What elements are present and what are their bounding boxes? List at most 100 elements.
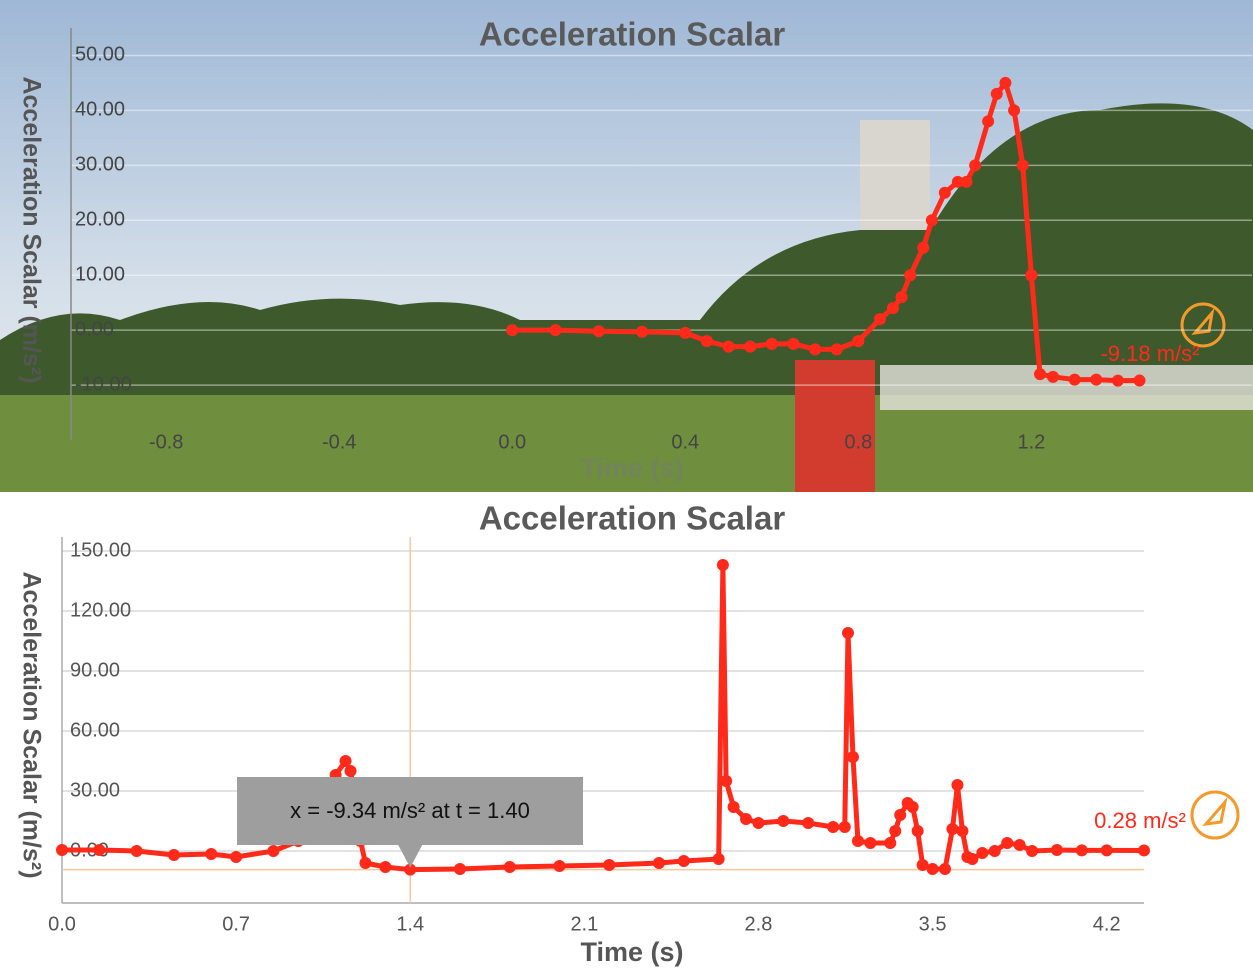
data-point <box>874 313 886 325</box>
y-tick-label: -10.00 <box>75 373 132 395</box>
data-point <box>839 821 851 833</box>
data-point <box>896 291 908 303</box>
data-point <box>999 77 1011 89</box>
data-point <box>1017 159 1029 171</box>
data-point <box>267 845 279 857</box>
data-point <box>1008 104 1020 116</box>
data-point <box>1047 371 1059 383</box>
data-point <box>1112 375 1124 387</box>
x-tick-label: -0.8 <box>149 431 183 453</box>
data-point <box>679 327 691 339</box>
x-tick-label: -0.4 <box>322 431 356 453</box>
x-tick-label: 0.4 <box>671 431 699 453</box>
y-tick-label: 30.00 <box>70 779 120 801</box>
data-point <box>802 817 814 829</box>
data-point <box>593 325 605 337</box>
data-point <box>991 88 1003 100</box>
y-tick-label: 40.00 <box>75 99 125 121</box>
data-point <box>359 857 371 869</box>
data-point <box>553 860 565 872</box>
x-tick-label: 3.5 <box>919 913 947 935</box>
data-point <box>852 835 864 847</box>
data-point <box>1090 374 1102 386</box>
data-point <box>887 302 899 314</box>
data-point <box>926 214 938 226</box>
chart-title: Acceleration Scalar <box>479 500 785 537</box>
data-point <box>717 559 729 571</box>
x-tick-label: 1.2 <box>1017 431 1045 453</box>
y-tick-label: 30.00 <box>75 154 125 176</box>
data-point <box>831 343 843 355</box>
x-tick-label: 4.2 <box>1093 913 1121 935</box>
data-point <box>904 269 916 281</box>
data-point <box>1034 368 1046 380</box>
data-point <box>1014 839 1026 851</box>
data-point <box>345 765 357 777</box>
data-point <box>946 823 958 835</box>
data-point <box>720 775 732 787</box>
data-point <box>966 853 978 865</box>
data-point <box>1076 844 1088 856</box>
data-point <box>636 326 648 338</box>
data-point <box>827 821 839 833</box>
data-point <box>1025 269 1037 281</box>
data-point <box>787 338 799 350</box>
data-point <box>982 115 994 127</box>
data-point <box>939 863 951 875</box>
page: -10.000.0010.0020.0030.0040.0050.00-0.8-… <box>0 0 1253 971</box>
y-tick-label: 50.00 <box>75 44 125 66</box>
data-point <box>93 844 105 856</box>
x-tick-label: 0.0 <box>48 913 76 935</box>
data-point <box>1069 374 1081 386</box>
data-point <box>504 861 516 873</box>
x-tick-label: 1.4 <box>396 913 424 935</box>
data-point <box>56 844 68 856</box>
data-point <box>989 845 1001 857</box>
data-point <box>205 848 217 860</box>
data-point <box>603 859 615 871</box>
data-point <box>678 855 690 867</box>
data-point <box>907 801 919 813</box>
data-point <box>912 825 924 837</box>
data-point <box>960 176 972 188</box>
data-point <box>740 813 752 825</box>
x-tick-label: 0.8 <box>844 431 872 453</box>
y-tick-label: 10.00 <box>75 263 125 285</box>
data-point <box>1026 845 1038 857</box>
data-point <box>744 341 756 353</box>
y-tick-label: 150.00 <box>70 539 131 561</box>
data-point <box>1138 844 1150 856</box>
data-point <box>917 242 929 254</box>
data-point <box>131 845 143 857</box>
data-point <box>766 338 778 350</box>
data-point <box>230 851 242 863</box>
y-tick-label: 20.00 <box>75 209 125 231</box>
data-point <box>864 837 876 849</box>
data-point <box>847 751 859 763</box>
data-point <box>379 861 391 873</box>
data-point <box>894 809 906 821</box>
y-axis-label: Acceleration Scalar (m/s²) <box>17 76 45 383</box>
data-point <box>777 815 789 827</box>
data-point <box>956 825 968 837</box>
x-axis-label: Time (s) <box>580 453 683 483</box>
y-tick-label: 120.00 <box>70 599 131 621</box>
x-tick-label: 0.7 <box>222 913 250 935</box>
data-point <box>752 817 764 829</box>
x-tick-label: 0.0 <box>498 431 526 453</box>
y-tick-label: 60.00 <box>70 719 120 741</box>
x-tick-label: 2.8 <box>745 913 773 935</box>
data-point <box>1001 837 1013 849</box>
data-point <box>506 324 518 336</box>
data-point <box>884 837 896 849</box>
data-point <box>1051 844 1063 856</box>
current-value-label: 0.28 m/s² <box>1094 808 1186 833</box>
y-axis-label: Acceleration Scalar (m/s²) <box>17 571 45 878</box>
data-point <box>653 857 665 869</box>
data-point <box>889 825 901 837</box>
tooltip-text: x = -9.34 m/s² at t = 1.40 <box>290 798 530 823</box>
x-axis-label: Time (s) <box>580 937 683 967</box>
data-point <box>728 801 740 813</box>
data-point <box>1134 375 1146 387</box>
y-tick-label: 90.00 <box>70 659 120 681</box>
